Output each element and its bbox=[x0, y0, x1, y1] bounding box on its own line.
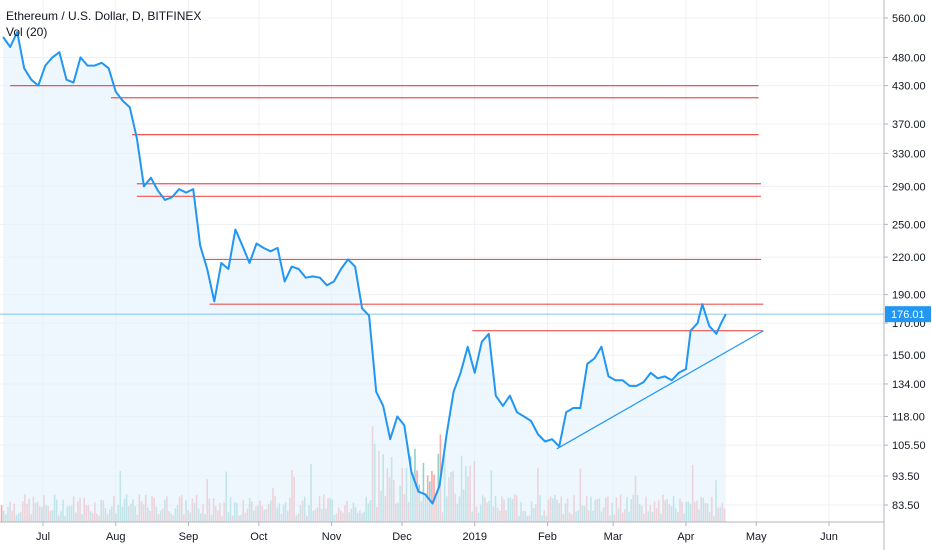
x-tick-label: Nov bbox=[322, 531, 342, 543]
y-tick-label: 250.00 bbox=[892, 219, 926, 231]
x-tick-label: 2019 bbox=[462, 531, 486, 543]
y-tick-label: 290.00 bbox=[892, 181, 926, 193]
trendline[interactable] bbox=[556, 330, 764, 450]
x-tick-label: Oct bbox=[250, 531, 267, 543]
time-axis[interactable]: Jul Aug Sep Oct Nov Dec 2019 Feb Mar Apr May Jun bbox=[0, 521, 884, 543]
x-tick-label: Jun bbox=[820, 531, 838, 543]
x-tick-label: Aug bbox=[106, 531, 126, 543]
y-tick-label: 330.00 bbox=[892, 148, 926, 160]
y-tick-label: 118.00 bbox=[892, 412, 925, 424]
volume-bar bbox=[0, 505, 3, 522]
price-area bbox=[3, 32, 726, 522]
volume-bar bbox=[431, 470, 433, 522]
y-tick-label: 134.00 bbox=[892, 379, 926, 391]
y-tick-label: 370.00 bbox=[892, 119, 926, 131]
resistance-lines[interactable] bbox=[10, 84, 764, 332]
x-tick-label: May bbox=[746, 531, 767, 543]
price-area-fill bbox=[3, 32, 726, 522]
last-price-label: 176.01 bbox=[891, 309, 925, 321]
y-tick-label: 93.50 bbox=[892, 471, 920, 483]
x-tick-label: Dec bbox=[392, 531, 412, 543]
x-tick-label: Sep bbox=[179, 531, 199, 543]
y-tick-label: 150.00 bbox=[892, 350, 926, 362]
price-series-line bbox=[2, 31, 727, 505]
y-tick-label: 430.00 bbox=[892, 81, 926, 93]
symbol-title: Ethereum / U.S. Dollar, D, BITFINEX bbox=[6, 9, 202, 23]
support-trendline[interactable] bbox=[556, 330, 764, 450]
price-line bbox=[2, 31, 727, 505]
y-tick-label: 560.00 bbox=[892, 13, 926, 25]
volume-indicator-label: Vol (20) bbox=[6, 25, 48, 39]
x-tick-label: Mar bbox=[604, 531, 623, 543]
price-axis[interactable]: 560.00 480.00 430.00 370.00 330.00 290.00 250.… bbox=[883, 0, 931, 550]
x-tick-label: Feb bbox=[538, 531, 557, 543]
volume-bar bbox=[422, 462, 425, 522]
y-tick-label: 105.50 bbox=[892, 440, 926, 452]
y-tick-label: 190.00 bbox=[892, 290, 926, 302]
x-tick-label: Jul bbox=[36, 531, 50, 543]
y-tick-label: 480.00 bbox=[892, 52, 926, 64]
y-tick-label: 220.00 bbox=[892, 252, 926, 264]
last-price-tag bbox=[885, 306, 931, 323]
y-tick-label: 83.50 bbox=[892, 500, 920, 512]
x-tick-label: Apr bbox=[677, 531, 694, 543]
